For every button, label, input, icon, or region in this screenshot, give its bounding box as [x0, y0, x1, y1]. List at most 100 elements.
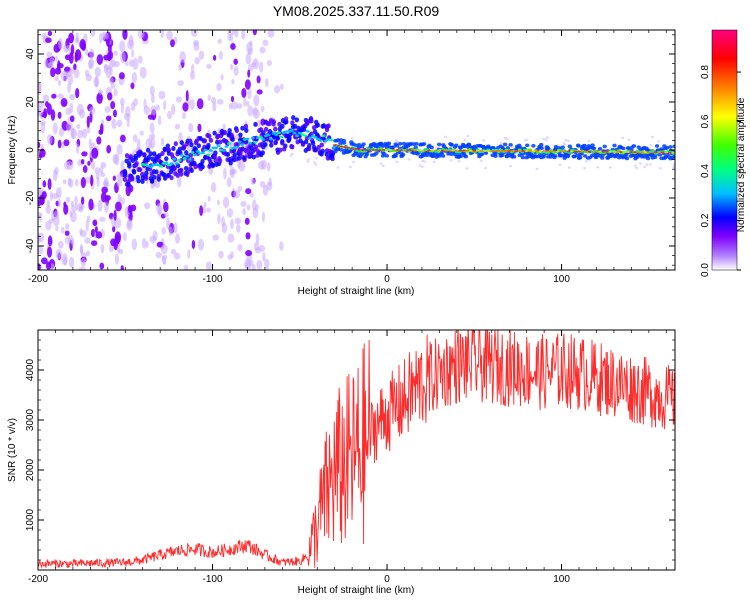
spectrogram-core-cell [224, 145, 229, 148]
spectrogram-noise-blob [216, 199, 221, 206]
spectrogram-faint-dot [544, 138, 548, 142]
spectrogram-band-cell [600, 156, 605, 160]
spectrogram-band-cell [429, 145, 434, 150]
spectrogram-core-cell [289, 129, 294, 132]
spectrogram-noise-blob [120, 97, 125, 106]
spectrogram-noise-blob [124, 61, 129, 67]
spectrogram-band-cell [127, 163, 132, 169]
spectrogram-band-cell [293, 123, 298, 129]
spectrogram-heatmap [38, 30, 675, 270]
spectrogram-noise-blob [231, 101, 239, 110]
spectrogram-noise-blob [57, 93, 64, 100]
spectrogram-peak-cell [496, 150, 501, 152]
spectrogram-band-cell [283, 116, 289, 122]
spectrogram-noise-blob [103, 182, 110, 188]
spectrogram-band-cell [143, 175, 149, 181]
spectrogram-noise-blob [173, 222, 178, 234]
spectrogram-band-cell [232, 152, 237, 158]
spectrogram-noise-blob [90, 240, 98, 247]
spectrogram-peak-cell [469, 149, 473, 152]
spectrogram-band-cell [466, 142, 471, 147]
spectrogram-noise-blob [79, 39, 86, 50]
spectrogram-noise-blob [249, 192, 254, 198]
spectrogram-band-cell [567, 144, 573, 149]
spectrogram-band-cell [172, 165, 177, 171]
spectrogram-core-cell [169, 162, 174, 165]
spectrogram-band-cell [147, 166, 153, 172]
spectrogram-noise-blob [96, 92, 103, 104]
spectrogram-faint-dot [457, 160, 461, 163]
spectrogram-faint-dot [587, 139, 591, 142]
spectrogram-faint-dot [423, 160, 427, 163]
spectrogram-band-cell [615, 153, 620, 157]
spectrogram-noise-blob [89, 106, 96, 115]
spectrogram-noise-blob [87, 160, 91, 166]
spectrogram-noise-blob [80, 158, 85, 165]
spectrogram-band-cell [531, 144, 536, 148]
spectrogram-band-cell [131, 169, 137, 175]
spectrogram-peak-cell [594, 150, 599, 153]
spectrogram-noise-blob [108, 77, 114, 84]
spectrogram-noise-blob [233, 66, 239, 77]
spectrogram-band-cell [341, 141, 347, 145]
spectrogram-core-cell [295, 134, 300, 138]
spectrogram-band-cell [621, 146, 626, 151]
spectrogram-noise-blob [90, 174, 94, 187]
spectrogram-band-cell [291, 115, 296, 121]
spectrogram-band-cell [126, 182, 131, 188]
spectrogram-band-cell [173, 141, 179, 147]
spectrogram-band-cell [525, 143, 530, 148]
spectrogram-faint-dot [645, 163, 649, 166]
spectrogram-peak-cell [667, 151, 672, 154]
spectrogram-band-cell [240, 125, 245, 131]
spectrogram-band-cell [393, 154, 398, 158]
spectrogram-noise-blob [189, 98, 195, 111]
spectrogram-noise-blob [75, 143, 80, 154]
spectrogram-peak-cell [528, 150, 532, 153]
spectrogram-noise-blob [234, 217, 242, 225]
spectrogram-peak-cell [444, 149, 449, 152]
spectrogram-peak-cell [388, 149, 393, 151]
spectrogram-noise-blob [45, 261, 52, 270]
spectrogram-noise-blob [244, 217, 250, 225]
spectrogram-noise-blob [262, 39, 269, 47]
spectrogram-peak-cell [531, 150, 536, 153]
spectrogram-noise-blob [65, 223, 70, 230]
spectrogram-peak-cell [434, 149, 438, 152]
spectrogram-band-cell [602, 144, 607, 149]
spectrogram-noise-blob [118, 72, 125, 80]
spectrogram-peak-cell [500, 150, 505, 152]
spectrogram-faint-dot [672, 163, 675, 166]
spectrogram-band-cell [280, 123, 285, 129]
spectrogram-noise-blob [106, 145, 112, 154]
spectrogram-noise-blob [67, 81, 72, 94]
spectrogram-core-cell [329, 138, 334, 142]
spectrogram-peak-cell [584, 150, 588, 153]
spectrogram-band-cell [177, 146, 183, 152]
spectrogram-band-cell [236, 155, 242, 161]
spectrogram-noise-blob [222, 123, 226, 131]
spectrogram-peak-cell [482, 149, 487, 152]
spectrogram-faint-dot [648, 163, 652, 166]
spectrogram-noise-blob [54, 55, 58, 62]
spectrogram-band-cell [502, 142, 508, 147]
spectrogram-noise-blob [105, 115, 112, 122]
spectrogram-noise-blob [65, 196, 71, 204]
spectrogram-faint-dot [420, 165, 424, 168]
spectrogram-band-cell [200, 158, 205, 164]
spectrogram-band-cell [657, 152, 663, 157]
spectrogram-noise-blob [108, 243, 114, 253]
spectrogram-noise-blob [38, 232, 42, 244]
snr-xtick-label-2: 0 [384, 574, 390, 585]
spectrogram-band-cell [178, 171, 184, 177]
spectrogram-noise-blob [206, 63, 212, 69]
spectrogram-band-cell [493, 152, 498, 156]
spectrogram-band-cell [624, 156, 630, 161]
spectrogram-noise-blob [259, 46, 266, 54]
spectrogram-band-cell [400, 152, 406, 157]
spectrogram-band-cell [124, 153, 130, 159]
spectrogram-noise-blob [125, 184, 131, 197]
spectrogram-noise-blob [71, 204, 78, 212]
spectrogram-noise-blob [109, 67, 113, 76]
